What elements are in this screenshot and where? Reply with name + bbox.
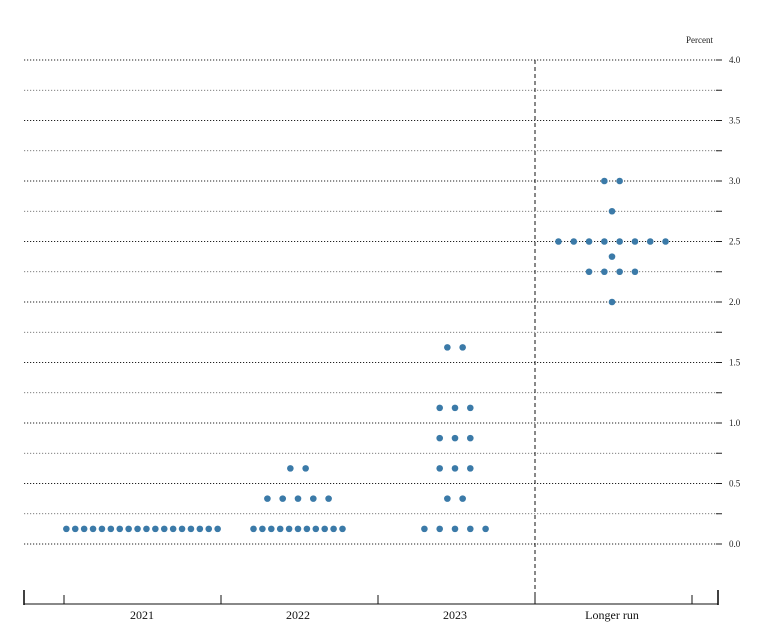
participant-dot	[459, 344, 466, 351]
unit-label: Percent	[686, 35, 713, 45]
participant-dot	[276, 525, 284, 533]
x-tick-label: 2021	[130, 608, 154, 622]
participant-dot	[585, 238, 593, 245]
participant-dot	[264, 495, 271, 502]
participant-dot	[285, 525, 293, 533]
x-axis: 2021 2022 2023 Longer run	[23, 590, 719, 622]
participant-dot	[467, 525, 474, 533]
participant-dot	[662, 238, 669, 245]
grid-lines	[24, 59, 722, 545]
y-tick-label: 0.5	[729, 479, 741, 489]
x-tick-label: 2023	[443, 608, 467, 622]
participant-dot	[444, 344, 451, 351]
participant-dot	[134, 525, 141, 533]
x-tick-label: Longer run	[585, 608, 639, 622]
participant-dot	[98, 525, 106, 533]
participant-dot	[631, 268, 639, 276]
participant-dot	[325, 495, 332, 502]
participant-dot	[259, 525, 266, 533]
participant-dot	[646, 238, 654, 245]
participant-dot	[279, 495, 287, 502]
participant-dot	[451, 465, 459, 472]
participant-dot	[160, 525, 168, 533]
participant-dot	[608, 207, 616, 215]
participant-dot	[436, 465, 444, 472]
participant-dot	[287, 465, 294, 472]
participant-dot	[152, 525, 159, 533]
participant-dot	[631, 238, 639, 245]
participant-dot	[125, 525, 132, 533]
participant-dot	[616, 177, 623, 185]
participant-dot	[608, 298, 616, 306]
participant-dot	[436, 404, 444, 412]
participant-dot	[303, 525, 311, 533]
participant-dot	[555, 238, 562, 245]
participant-dot	[436, 525, 444, 533]
participant-dot	[451, 434, 459, 442]
participant-dot	[467, 404, 474, 412]
y-tick-label: 1.5	[729, 358, 741, 368]
participant-dot	[310, 495, 317, 502]
participant-dot	[436, 434, 444, 442]
participant-dot	[608, 253, 616, 260]
participant-dot	[459, 495, 466, 502]
y-axis-ticks: 0.0 0.5 1.0 1.5 2.0 2.5 3.0 3.5 4.0	[729, 55, 741, 549]
participant-dot	[250, 525, 257, 533]
participant-dot	[107, 525, 115, 533]
participant-dot	[616, 268, 623, 276]
participant-dot	[294, 525, 302, 533]
participant-dot	[312, 525, 320, 533]
participant-dot	[451, 525, 459, 533]
dots-layer	[63, 177, 669, 533]
y-tick-label: 3.5	[729, 116, 741, 126]
y-tick-label: 1.0	[729, 418, 741, 428]
y-tick-label: 4.0	[729, 55, 741, 65]
participant-dot	[421, 525, 428, 533]
participant-dot	[268, 525, 275, 533]
participant-dot	[143, 525, 150, 533]
participant-dot	[80, 525, 88, 533]
participant-dot	[196, 525, 204, 533]
y-tick-label: 2.5	[729, 237, 741, 247]
participant-dot	[482, 525, 489, 533]
participant-dot	[616, 238, 623, 245]
participant-dot	[330, 525, 337, 533]
participant-dot	[601, 238, 608, 245]
x-tick-label: 2022	[286, 608, 310, 622]
participant-dot	[302, 465, 309, 472]
participant-dot	[444, 495, 451, 502]
participant-dot	[601, 177, 608, 185]
participant-dot	[451, 404, 459, 412]
participant-dot	[467, 434, 474, 442]
participant-dot	[178, 525, 186, 533]
participant-dot	[467, 465, 474, 472]
participant-dot	[89, 525, 97, 533]
participant-dot	[570, 238, 578, 245]
y-tick-label: 2.0	[729, 297, 741, 307]
participant-dot	[205, 525, 213, 533]
y-tick-label: 3.0	[729, 176, 741, 186]
participant-dot	[169, 525, 177, 533]
participant-dot	[116, 525, 124, 533]
participant-dot	[187, 525, 195, 533]
y-tick-label: 0.0	[729, 539, 741, 549]
participant-dot	[294, 495, 302, 502]
participant-dot	[63, 525, 70, 533]
participant-dot	[601, 268, 608, 276]
participant-dot	[71, 525, 79, 533]
participant-dot	[321, 525, 329, 533]
participant-dot	[585, 268, 593, 276]
participant-dot	[339, 525, 346, 533]
participant-dot	[214, 525, 221, 533]
